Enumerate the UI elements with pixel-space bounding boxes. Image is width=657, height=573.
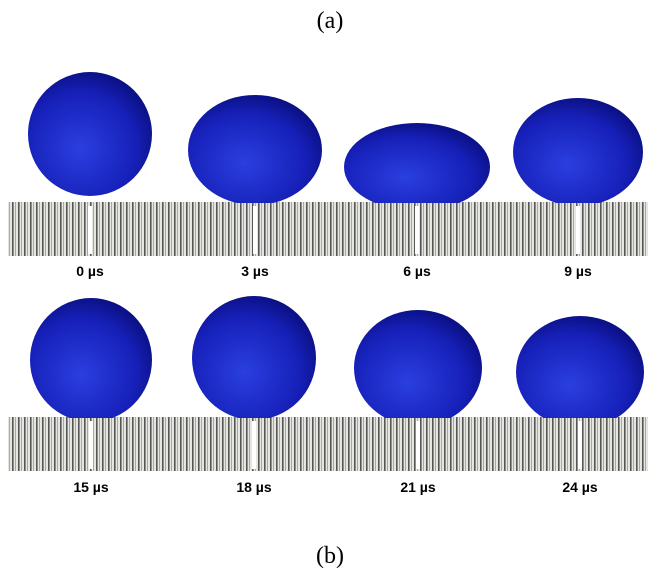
time-label: 21 µs — [400, 479, 436, 495]
substrate — [8, 202, 648, 256]
gap — [252, 421, 256, 469]
gap — [89, 421, 93, 469]
droplet — [192, 296, 316, 420]
droplet — [344, 123, 490, 211]
bottom-label: (b) — [316, 543, 344, 569]
droplet — [30, 298, 152, 422]
droplet — [354, 310, 482, 426]
time-label: 3 µs — [241, 263, 269, 279]
time-label: 0 µs — [76, 263, 104, 279]
gap — [576, 206, 580, 254]
droplet — [513, 98, 643, 206]
gap — [578, 421, 582, 469]
droplet — [28, 72, 152, 196]
figure: (a) (b) 0 µs 3 µs 6 µs 9 µs 15 µs 18 µs 21 µs 2… — [0, 0, 657, 573]
top-label: (a) — [317, 8, 344, 34]
time-label: 18 µs — [236, 479, 272, 495]
time-label: 24 µs — [562, 479, 598, 495]
time-label: 9 µs — [564, 263, 592, 279]
gap — [88, 206, 92, 254]
droplet — [188, 95, 322, 205]
gap — [253, 206, 257, 254]
time-label: 6 µs — [403, 263, 431, 279]
time-label: 15 µs — [73, 479, 109, 495]
substrate — [8, 417, 648, 471]
gap — [416, 421, 420, 469]
gap — [415, 206, 419, 254]
droplet — [516, 316, 644, 428]
